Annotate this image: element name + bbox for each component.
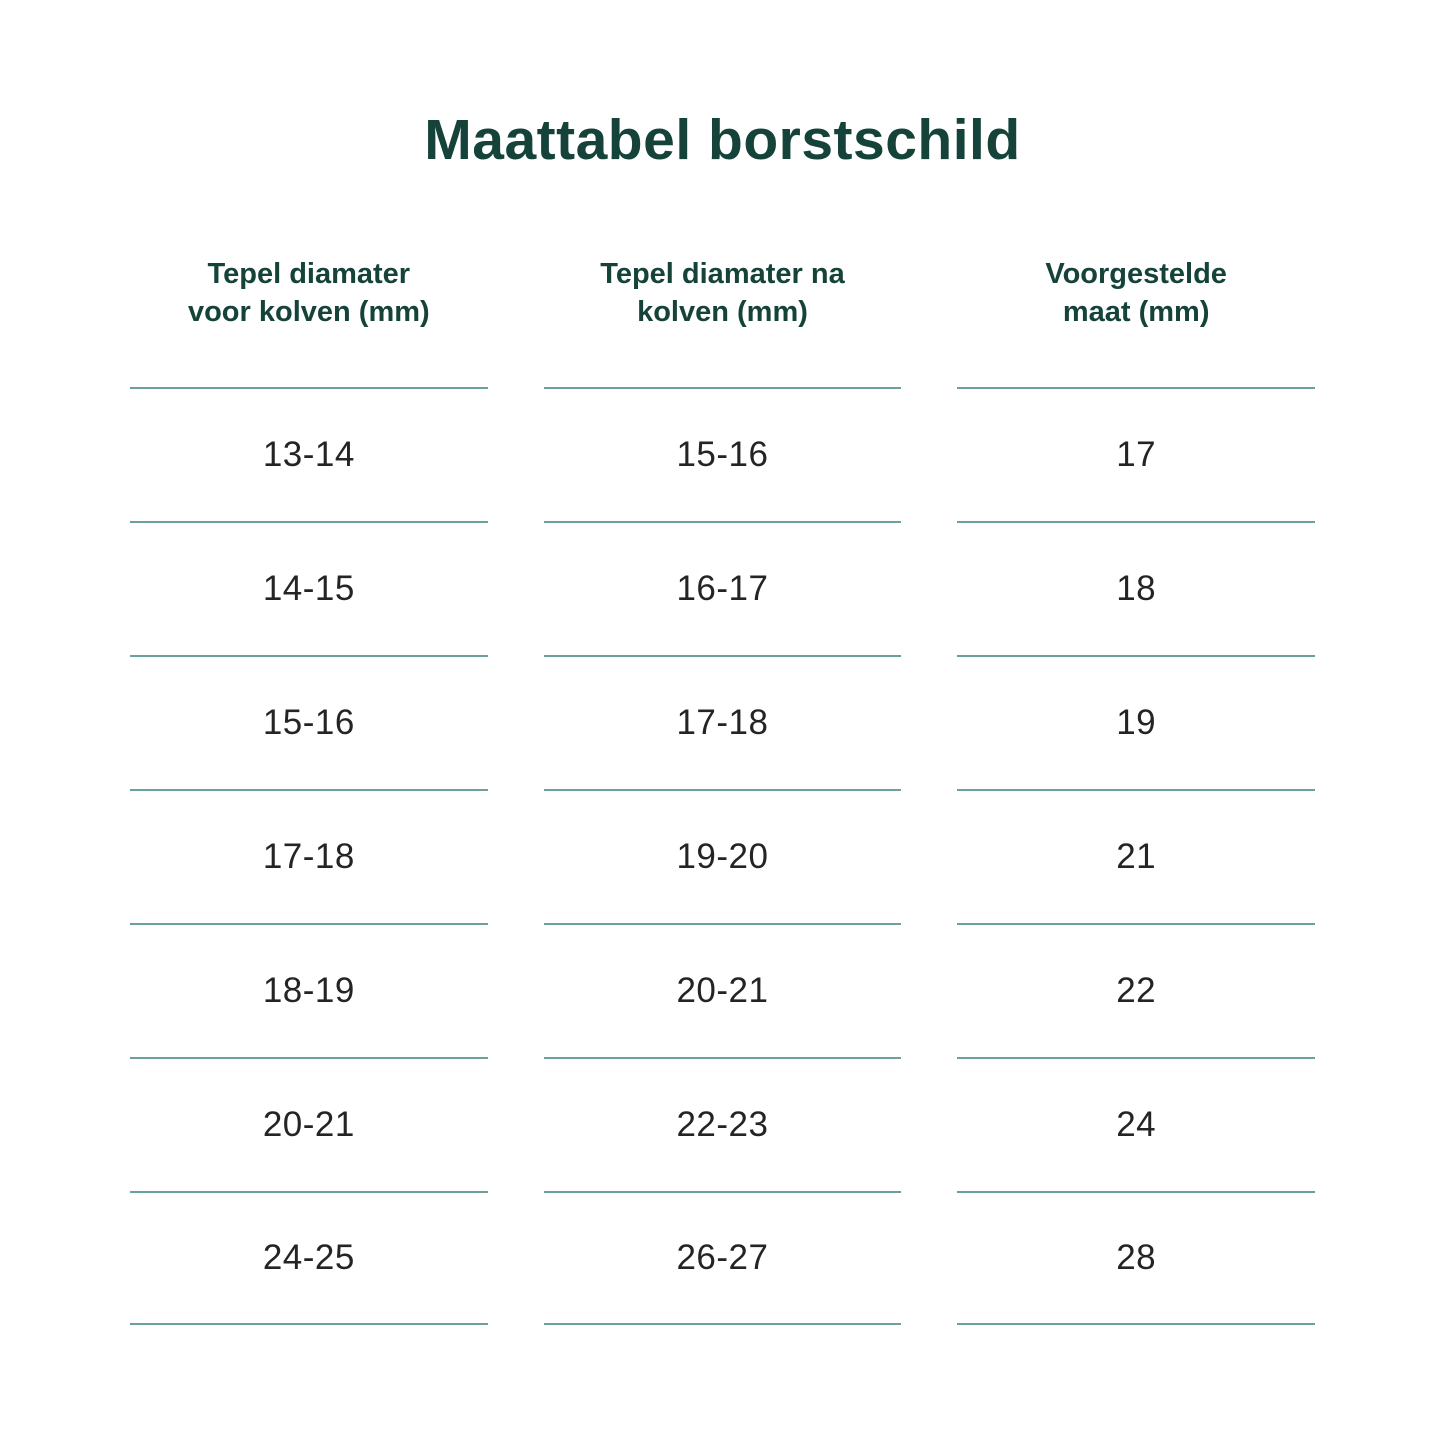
table-cell: 21 <box>957 789 1315 923</box>
table-cell: 20-21 <box>543 923 902 1057</box>
size-table: Tepel diamater voor kolven (mm) Tepel di… <box>130 255 1315 1325</box>
column-header-label: Tepel diamater <box>207 258 411 290</box>
column-header-label: maat (mm) <box>1062 296 1210 329</box>
table-cell: 22 <box>957 923 1315 1057</box>
table-cell: 17 <box>957 387 1315 521</box>
table-cell: 13-14 <box>130 387 488 521</box>
column-header-label: Voorgestelde <box>1045 258 1227 290</box>
table-cell: 17-18 <box>130 789 488 923</box>
table-cell: 26-27 <box>543 1191 902 1325</box>
table-cell: 18 <box>957 521 1315 655</box>
table-cell: 19-20 <box>543 789 902 923</box>
table-cell: 17-18 <box>543 655 902 789</box>
table-cell: 24-25 <box>130 1191 488 1325</box>
table-cell: 18-19 <box>130 923 488 1057</box>
column-header-suggested-size: Voorgestelde maat (mm) <box>957 255 1315 387</box>
column-header-label: kolven (mm) <box>637 296 808 329</box>
table-cell: 20-21 <box>130 1057 488 1191</box>
page-title: Maattabel borstschild <box>424 108 1021 172</box>
column-header-after-pumping: Tepel diamater na kolven (mm) <box>544 255 902 387</box>
table-cell: 22-23 <box>543 1057 902 1191</box>
table-cell: 15-16 <box>543 387 902 521</box>
table-cell: 14-15 <box>130 521 488 655</box>
table-cell: 15-16 <box>130 655 488 789</box>
column-header-label: voor kolven (mm) <box>187 296 430 329</box>
table-cell: 19 <box>957 655 1315 789</box>
table-cell: 28 <box>957 1191 1315 1325</box>
table-cell: 16-17 <box>543 521 902 655</box>
column-header-before-pumping: Tepel diamater voor kolven (mm) <box>130 255 488 387</box>
column-header-label: Tepel diamater na <box>600 258 845 290</box>
table-cell: 24 <box>957 1057 1315 1191</box>
